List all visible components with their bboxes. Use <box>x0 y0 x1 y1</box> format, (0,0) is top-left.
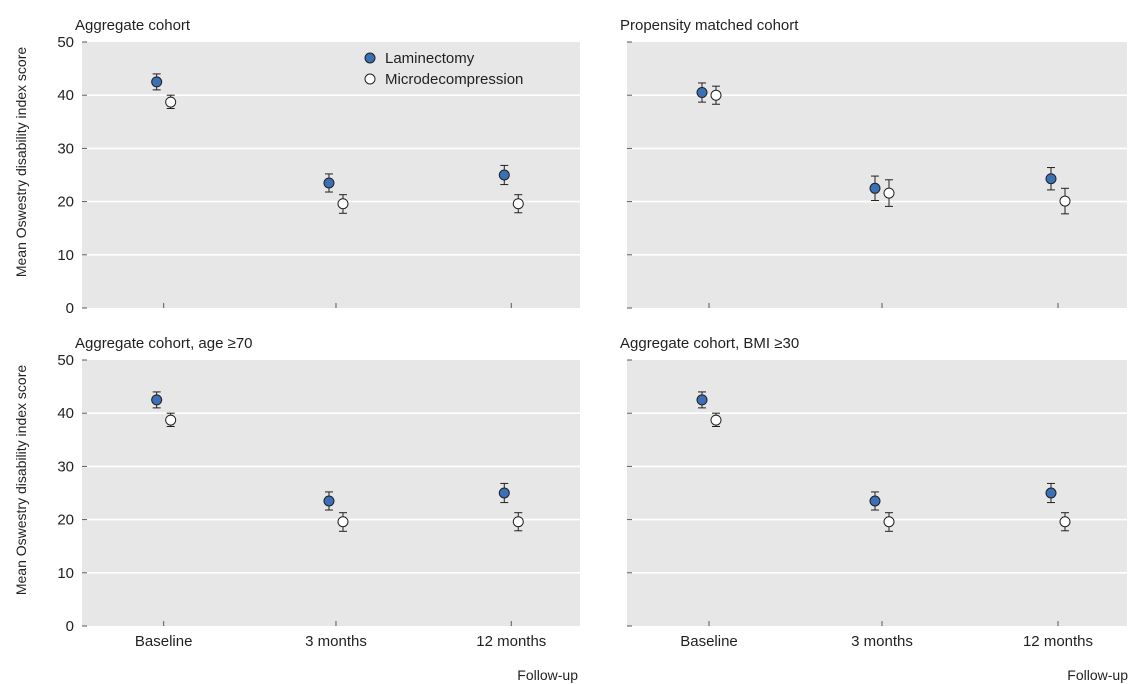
point-laminectomy <box>323 495 335 507</box>
y-axis-title-top: Mean Oswestry disability index score <box>13 47 29 278</box>
x-tick-label: Baseline <box>135 633 193 650</box>
point-laminectomy <box>696 87 708 99</box>
x-tick-label: 12 months <box>476 633 546 650</box>
y-axis-title-bottom: Mean Oswestry disability index score <box>13 365 29 596</box>
point-laminectomy <box>498 169 510 181</box>
point-laminectomy <box>323 177 335 189</box>
y-tick-label: 0 <box>66 300 74 317</box>
point-microdecompression <box>1059 195 1071 207</box>
x-axis-title-left: Follow-up <box>517 667 578 683</box>
point-laminectomy <box>151 394 163 406</box>
plot-area <box>627 42 1127 308</box>
plot-area <box>82 360 580 626</box>
x-tick-label: 3 months <box>851 633 913 650</box>
point-laminectomy <box>869 495 881 507</box>
y-tick-label: 40 <box>57 87 74 104</box>
x-tick-label: 3 months <box>305 633 367 650</box>
y-tick-label: 20 <box>57 512 74 529</box>
point-microdecompression <box>165 414 177 426</box>
panel-title: Propensity matched cohort <box>620 17 799 34</box>
point-laminectomy <box>151 76 163 88</box>
point-microdecompression <box>512 198 524 210</box>
x-tick-label: Baseline <box>680 633 738 650</box>
legend-marker-laminectomy <box>364 52 376 64</box>
y-tick-label: 10 <box>57 247 74 264</box>
legend-label-laminectomy: Laminectomy <box>385 50 475 67</box>
plot-area <box>82 42 580 308</box>
legend: Laminectomy Microdecompression <box>364 50 523 88</box>
point-laminectomy <box>1045 487 1057 499</box>
panel-title: Aggregate cohort <box>75 17 191 34</box>
point-microdecompression <box>337 516 349 528</box>
x-axis-title-right: Follow-up <box>1067 667 1128 683</box>
x-tick-label: 12 months <box>1023 633 1093 650</box>
point-microdecompression <box>512 516 524 528</box>
y-tick-label: 50 <box>57 352 74 369</box>
point-microdecompression <box>883 516 895 528</box>
panel-title: Aggregate cohort, BMI ≥30 <box>620 335 799 352</box>
y-tick-label: 30 <box>57 140 74 157</box>
legend-label-microdecompression: Microdecompression <box>385 71 523 88</box>
y-tick-label: 20 <box>57 194 74 211</box>
y-tick-label: 10 <box>57 565 74 582</box>
panel-3: 0 10 20 30 40 50 Baseline 3 months 12 months Aggr… <box>57 335 580 650</box>
point-microdecompression <box>165 96 177 108</box>
point-laminectomy <box>1045 173 1057 185</box>
y-tick-label: 50 <box>57 34 74 51</box>
point-laminectomy <box>869 182 881 194</box>
point-laminectomy <box>696 394 708 406</box>
panel-4: Baseline 3 months 12 months Aggregate cohor… <box>620 335 1127 650</box>
point-microdecompression <box>710 414 722 426</box>
y-tick-label: 0 <box>66 618 74 635</box>
plot-area <box>627 360 1127 626</box>
point-microdecompression <box>337 198 349 210</box>
point-microdecompression <box>1059 516 1071 528</box>
point-laminectomy <box>498 487 510 499</box>
panel-title: Aggregate cohort, age ≥70 <box>75 335 253 352</box>
y-tick-label: 40 <box>57 405 74 422</box>
y-tick-label: 30 <box>57 458 74 475</box>
point-microdecompression <box>710 89 722 101</box>
legend-marker-microdecompression <box>364 73 376 85</box>
panel-2: Propensity matched cohort <box>620 17 1127 309</box>
point-microdecompression <box>883 187 895 199</box>
